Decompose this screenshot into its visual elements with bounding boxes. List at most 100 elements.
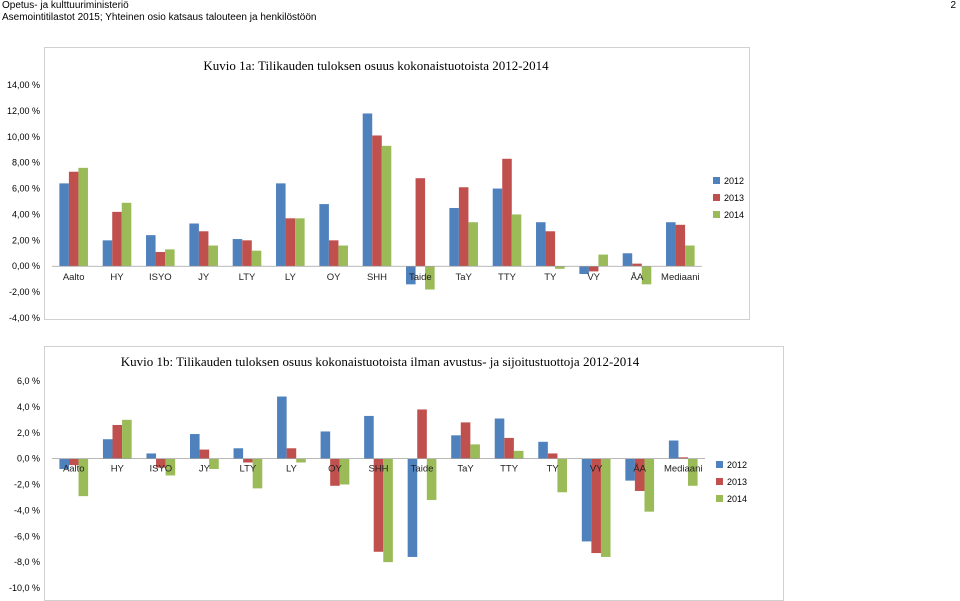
chart-1a-bar-2012 bbox=[102, 240, 113, 267]
chart-1b-bar-2012 bbox=[102, 439, 113, 459]
chart-1a-bar-2013 bbox=[285, 218, 296, 267]
chart-1b-legend-swatch-2014 bbox=[716, 495, 723, 502]
chart-1b-bar-2013 bbox=[634, 458, 645, 491]
chart-1a-bar-2012 bbox=[579, 266, 589, 274]
chart-1a-bar-2012 bbox=[406, 266, 416, 285]
chart-1b-bar-2012 bbox=[581, 458, 592, 542]
chart-1b-category-label: TTY bbox=[500, 464, 519, 475]
chart-1b-bar-2013 bbox=[156, 458, 166, 468]
chart-1a-category-label: VY bbox=[587, 272, 600, 283]
chart-1b-bar-2014 bbox=[688, 458, 698, 486]
chart-1b-category-label: LTY bbox=[240, 464, 257, 475]
chart-1a-bar-2013 bbox=[242, 240, 252, 267]
chart-1a-bar-2012 bbox=[146, 235, 156, 267]
chart-1b-bar-2012 bbox=[277, 396, 287, 459]
chart-1b-bar-2012 bbox=[59, 458, 69, 469]
chart-1b-category-label: Aalto bbox=[63, 464, 85, 475]
chart-1a-legend-swatch-2012 bbox=[713, 177, 720, 184]
chart-1b-bar-2012 bbox=[364, 415, 374, 459]
chart-1b-bar-2014 bbox=[339, 458, 350, 485]
chart-1a-bar-2012 bbox=[449, 207, 459, 267]
chart-1b-bar-2014 bbox=[122, 419, 132, 459]
chart-1b-bar-2014 bbox=[209, 458, 219, 469]
chart-1a-bar-2014 bbox=[338, 245, 348, 267]
chart-1a-bar-2012 bbox=[59, 183, 69, 267]
chart-1a-bar-2014 bbox=[121, 202, 132, 267]
chart-1b-category-label: Taide bbox=[411, 464, 434, 475]
chart-1b-bar-2014 bbox=[557, 458, 567, 493]
chart-1b-bar-2013 bbox=[504, 437, 514, 459]
chart-1a-category-label: LY bbox=[285, 272, 297, 283]
chart-1a-bar-2012 bbox=[666, 222, 676, 267]
chart-1a-category-label: HY bbox=[110, 272, 124, 283]
chart-1b-title: Kuvio 1b: Tilikauden tuloksen osuus koko… bbox=[121, 354, 640, 369]
chart-1b-ytick-label: -2,0 % bbox=[14, 480, 40, 490]
chart-1a-category-label: OY bbox=[327, 272, 341, 283]
chart-1a-bar-2014 bbox=[468, 222, 478, 267]
chart-1a-bar-2012 bbox=[319, 204, 329, 267]
chart-1b-bar-2012 bbox=[190, 434, 200, 459]
chart-1a-ytick-label: 0,00 % bbox=[12, 261, 40, 271]
chart-1a-legend-label-2014: 2014 bbox=[724, 210, 744, 220]
chart-1a-category-label: SHH bbox=[367, 272, 387, 283]
chart-1b-bar-2013 bbox=[68, 458, 79, 466]
chart-1a-bar-2012 bbox=[189, 223, 199, 267]
chart-1a-bar-2013 bbox=[198, 231, 209, 267]
chart-1a-bar-2014 bbox=[641, 266, 652, 285]
chart-1a-bar-2012 bbox=[276, 183, 286, 267]
chart-1a-bar-2014 bbox=[295, 218, 305, 267]
chart-1b-bar-2012 bbox=[451, 435, 461, 459]
chart-1b-bar-2013 bbox=[373, 458, 384, 552]
chart-1a-ytick-label: 12,00 % bbox=[7, 106, 40, 116]
chart-1a-ytick-label: 14,00 % bbox=[7, 80, 40, 90]
chart-1b-category-label: JY bbox=[199, 464, 211, 475]
chart-1a-legend-swatch-2013 bbox=[713, 194, 720, 201]
chart-1a-legend-label-2012: 2012 bbox=[724, 176, 744, 186]
chart-1a-ytick-label: -2,00 % bbox=[9, 287, 40, 297]
chart-1a-category-label: ISYO bbox=[149, 272, 172, 283]
chart-1b-bar-2012 bbox=[668, 440, 679, 459]
chart-1b-bar-2013 bbox=[547, 453, 558, 459]
chart-1a-category-label: JY bbox=[198, 272, 210, 283]
chart-1b-bar-2014 bbox=[513, 450, 524, 459]
chart-1a-bar-2013 bbox=[588, 266, 599, 272]
chart-1a-bar-2013 bbox=[502, 158, 512, 267]
chart-1a-bar-2013 bbox=[632, 263, 642, 267]
chart-1a-category-label: Mediaani bbox=[661, 272, 700, 283]
chart-1a-category-label: Taide bbox=[409, 272, 432, 283]
chart-1b-bar-2012 bbox=[233, 448, 244, 459]
chart-1a-bar-2013 bbox=[328, 240, 339, 267]
chart-1a-bar-2014 bbox=[251, 250, 262, 267]
chart-1a-bar-2012 bbox=[362, 113, 373, 267]
chart-1a-bar-2014 bbox=[381, 145, 392, 267]
chart-1b-category-label: VY bbox=[590, 464, 603, 475]
chart-1a-bar-2012 bbox=[492, 188, 503, 267]
chart-1a-bar-2014 bbox=[208, 245, 218, 267]
chart-1a-ytick-label: -4,00 % bbox=[9, 313, 40, 323]
chart-1b-ytick-label: 4,0 % bbox=[17, 402, 40, 412]
chart-1b-bar-2012 bbox=[538, 441, 548, 459]
chart-1a-bar-2013 bbox=[415, 178, 426, 267]
chart-1a-category-label: LTY bbox=[239, 272, 256, 283]
chart-1b-category-label: SHH bbox=[368, 464, 388, 475]
chart-1b-ytick-label: 2,0 % bbox=[17, 428, 40, 438]
chart-1a-bar-2013 bbox=[545, 231, 556, 267]
chart-1b-ytick-label: -4,0 % bbox=[14, 505, 40, 515]
chart-1b-bar-2013 bbox=[678, 457, 689, 459]
chart-1a-bar-2014 bbox=[78, 167, 88, 267]
chart-1b-ytick-label: -8,0 % bbox=[14, 557, 40, 567]
chart-1a-bar-2013 bbox=[112, 211, 122, 267]
chart-1b-legend-label-2013: 2013 bbox=[727, 477, 747, 487]
chart-1b-bar-2013 bbox=[417, 409, 427, 459]
chart-1b-category-label: HY bbox=[111, 464, 125, 475]
chart-1a-bar-2014 bbox=[511, 214, 522, 267]
chart-1a-category-label: TTY bbox=[498, 272, 517, 283]
chart-1a-bar-2014 bbox=[165, 249, 175, 267]
chart-1b-bar-2012 bbox=[146, 453, 157, 459]
chart-1a-bar-2013 bbox=[155, 251, 166, 267]
chart-1b-bar-2013 bbox=[286, 448, 297, 459]
chart-1a-category-label: Aalto bbox=[63, 272, 85, 283]
chart-1b-bar-2014 bbox=[165, 458, 176, 476]
chart-1b-legend-label-2014: 2014 bbox=[727, 494, 747, 504]
